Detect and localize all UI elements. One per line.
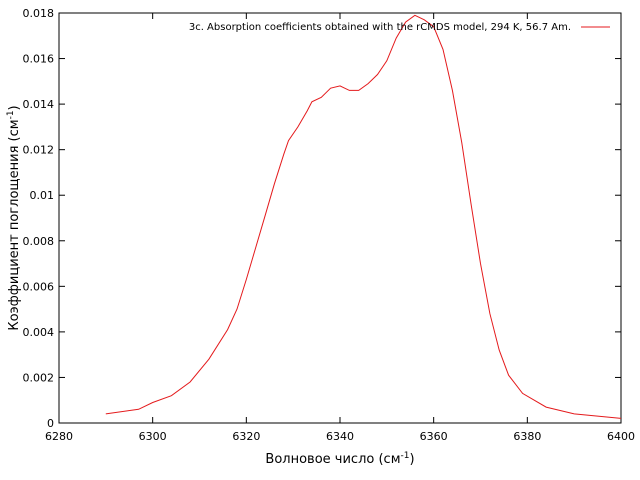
y-tick-label: 0.018 [23, 7, 55, 20]
x-tick-label: 6320 [232, 430, 260, 443]
y-tick-label: 0.016 [23, 53, 55, 66]
legend-entry-label: 3c. Absorption coefficients obtained wit… [189, 22, 571, 33]
x-tick-label: 6380 [513, 430, 541, 443]
axis-ticks [58, 12, 622, 424]
y-tick-label: 0.004 [23, 326, 55, 339]
series-group [105, 14, 622, 419]
y-axis-label: Коэффициент поглощения (см-1) [6, 105, 22, 330]
plot-frame [58, 12, 622, 424]
y-tick-label: 0 [47, 417, 54, 430]
y-tick-label: 0.01 [30, 189, 55, 202]
series-line [105, 14, 622, 419]
x-tick-label: 6340 [326, 430, 354, 443]
x-tick-label: 6360 [420, 430, 448, 443]
x-axis-label: Волновое число (см-1) [265, 451, 414, 467]
x-tick-label: 6300 [139, 430, 167, 443]
x-tick-label: 6400 [607, 430, 635, 443]
y-tick-label: 0.012 [23, 144, 55, 157]
axis-tick-labels: 6280 6300 6320 6340 6360 6380 6400 0 0.002 0.004 0… [23, 7, 636, 443]
y-tick-label: 0.008 [23, 235, 55, 248]
legend: 3c. Absorption coefficients obtained wit… [189, 22, 610, 33]
y-tick-label: 0.014 [23, 98, 55, 111]
y-tick-label: 0.006 [23, 280, 55, 293]
y-tick-label: 0.002 [23, 371, 55, 384]
x-tick-label: 6280 [45, 430, 73, 443]
